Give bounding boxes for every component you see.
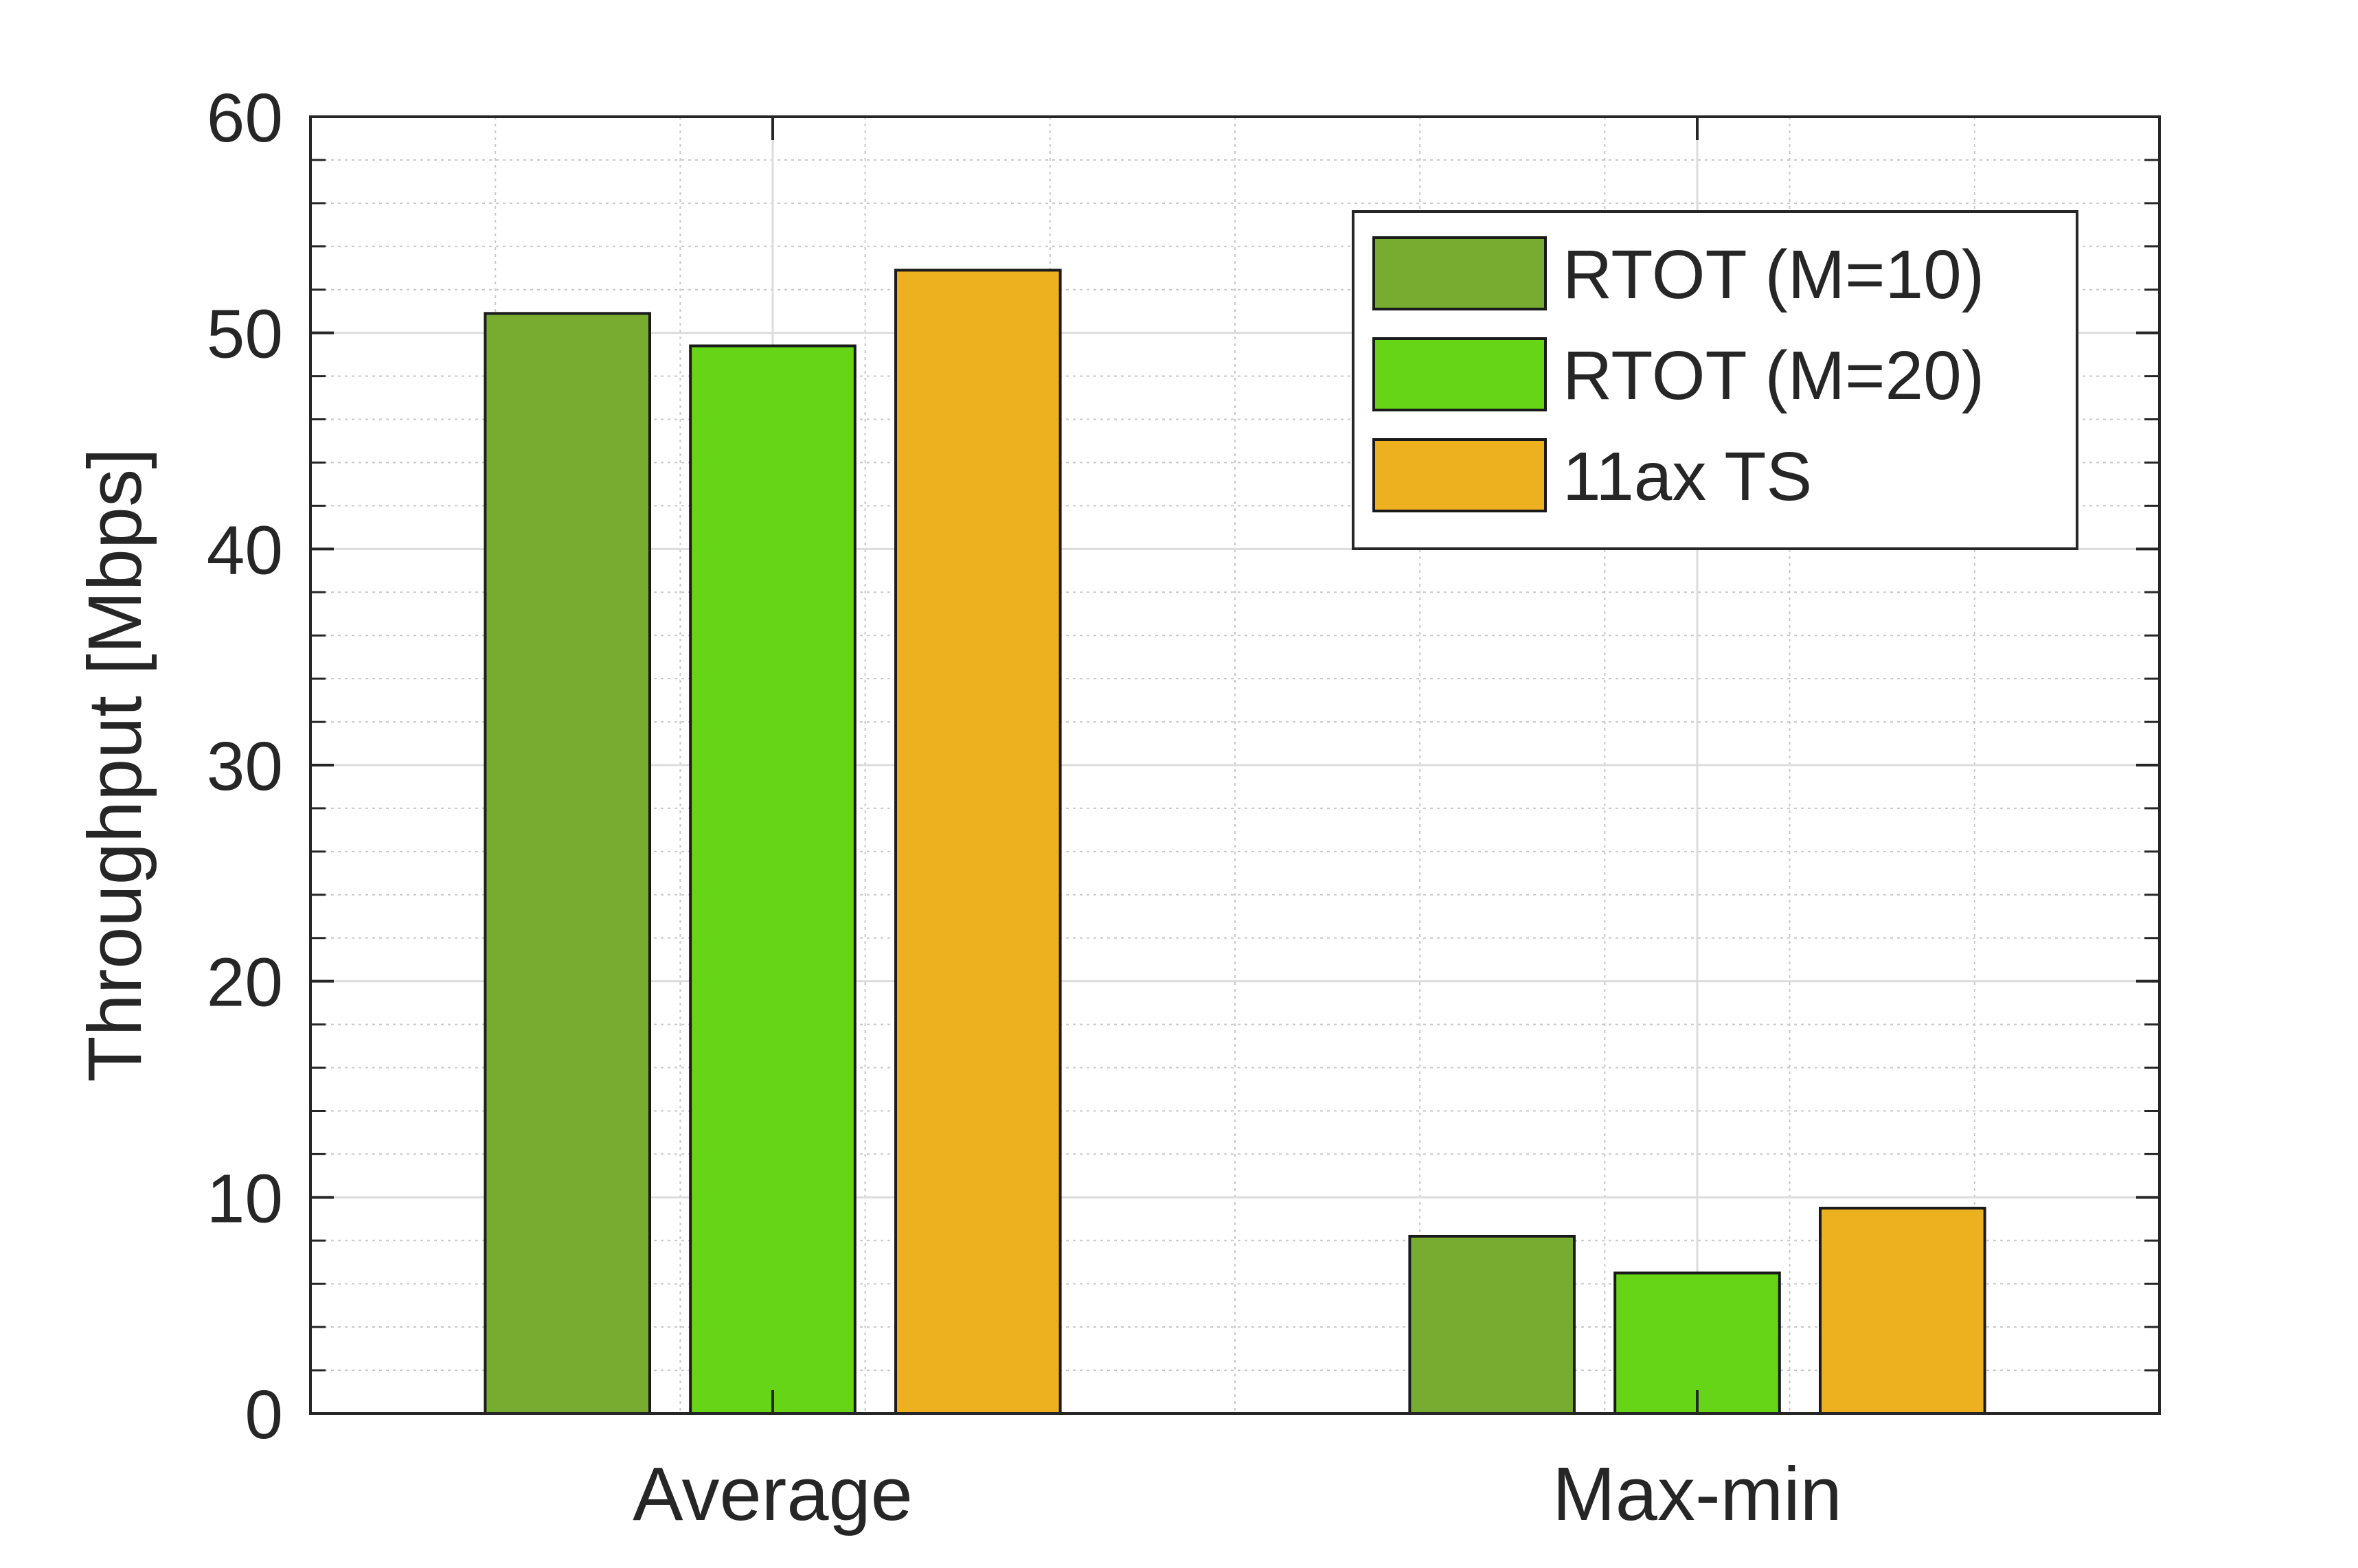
legend-label: 11ax TS <box>1563 438 1812 515</box>
bar <box>689 344 857 1416</box>
legend-swatch <box>1372 438 1547 512</box>
axis-ticks <box>310 115 2159 1415</box>
y-tick-label: 30 <box>207 728 283 805</box>
legend-label: RTOT (M=10) <box>1563 236 1984 313</box>
y-tick-labels: 0 10 20 30 40 50 60 <box>207 80 283 1453</box>
y-tick-label: 50 <box>207 296 283 373</box>
y-tick-label: 40 <box>207 512 283 589</box>
legend-swatch <box>1372 337 1547 411</box>
bar <box>1819 1207 1986 1415</box>
legend: RTOT (M=10) RTOT (M=20) 11ax TS <box>1352 210 2078 550</box>
legend-swatch <box>1372 236 1547 310</box>
y-axis-title: Throughput [Mbps] <box>73 448 157 1082</box>
bar <box>894 269 1062 1415</box>
y-tick-label: 20 <box>207 944 283 1021</box>
bar <box>1408 1234 1576 1416</box>
x-category-label: Average <box>633 1452 913 1536</box>
y-tick-label: 0 <box>245 1376 283 1453</box>
bar <box>1613 1271 1781 1416</box>
bars <box>484 269 1986 1416</box>
x-category-label: Max-min <box>1552 1452 1842 1536</box>
bar <box>484 312 651 1415</box>
legend-label: RTOT (M=20) <box>1563 337 1984 414</box>
y-tick-label: 10 <box>207 1160 283 1237</box>
y-tick-label: 60 <box>207 80 283 157</box>
x-tick-labels: Average Max-min <box>633 1452 1842 1536</box>
